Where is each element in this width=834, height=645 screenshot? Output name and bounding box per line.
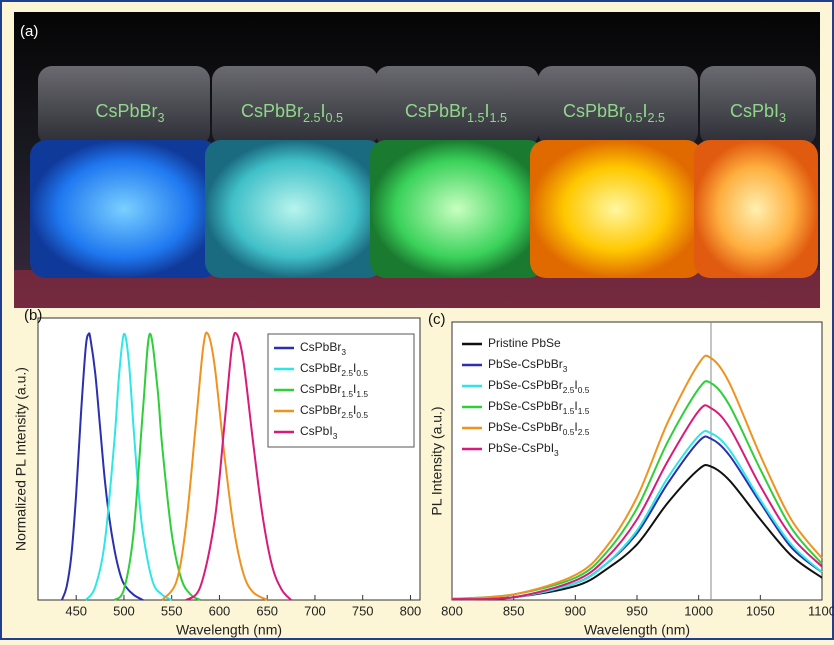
x-tick-label: 1100 bbox=[808, 603, 834, 618]
x-tick-label: 750 bbox=[352, 603, 374, 618]
x-axis-label: Wavelength (nm) bbox=[584, 622, 690, 638]
x-tick-label: 700 bbox=[304, 603, 326, 618]
panel-label: (b) bbox=[24, 307, 42, 324]
x-tick-label: 900 bbox=[564, 603, 586, 618]
x-tick-label: 650 bbox=[256, 603, 278, 618]
figure: (a) CsPbBr3CsPbBr2.5I0.5CsPbBr1.5I1.5CsP… bbox=[0, 0, 834, 640]
x-tick-label: 950 bbox=[626, 603, 648, 618]
x-tick-label: 800 bbox=[441, 603, 463, 618]
y-axis-label: PL Intensity (a.u.) bbox=[429, 406, 445, 515]
x-tick-label: 1000 bbox=[684, 603, 713, 618]
x-tick-label: 600 bbox=[209, 603, 231, 618]
panel-label: (a) bbox=[20, 23, 38, 40]
x-axis-label: Wavelength (nm) bbox=[176, 622, 282, 638]
y-axis-label: Normalized PL Intensity (a.u.) bbox=[13, 367, 29, 551]
x-tick-label: 1050 bbox=[746, 603, 775, 618]
x-tick-label: 850 bbox=[503, 603, 525, 618]
legend-label: Pristine PbSe bbox=[488, 336, 561, 350]
x-tick-label: 800 bbox=[400, 603, 422, 618]
x-tick-label: 550 bbox=[161, 603, 183, 618]
x-tick-label: 450 bbox=[65, 603, 87, 618]
x-tick-label: 500 bbox=[113, 603, 135, 618]
panel-label: (c) bbox=[428, 311, 446, 328]
